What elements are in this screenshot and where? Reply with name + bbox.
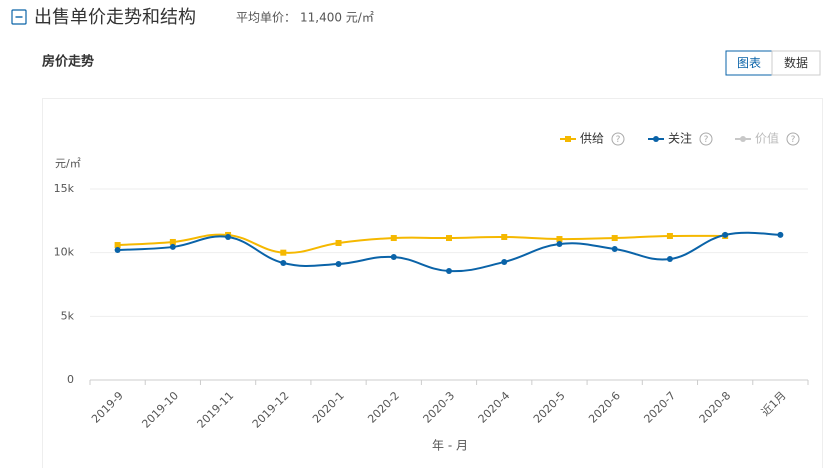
point bbox=[446, 268, 452, 275]
data-button-label[interactable]: 数据 bbox=[784, 55, 808, 70]
x-axis-label: 年 - 月 bbox=[432, 439, 468, 453]
point bbox=[722, 231, 729, 238]
x-tick-label: 2020-1 bbox=[310, 389, 347, 426]
point bbox=[169, 243, 176, 250]
chart-button[interactable] bbox=[725, 50, 773, 76]
point bbox=[666, 232, 673, 239]
point bbox=[611, 245, 618, 252]
point bbox=[114, 246, 121, 253]
legend-label[interactable]: 价值 bbox=[755, 131, 779, 146]
x-tick-label: 2020-3 bbox=[420, 389, 457, 426]
point bbox=[611, 235, 618, 242]
data-button[interactable] bbox=[771, 50, 821, 76]
point bbox=[556, 241, 563, 248]
chart-button-label[interactable]: 图表 bbox=[737, 56, 761, 70]
x-tick-label: 2020-4 bbox=[476, 389, 513, 426]
point bbox=[114, 242, 121, 249]
point bbox=[390, 235, 397, 242]
legend-label[interactable]: 供给 bbox=[580, 132, 604, 146]
point bbox=[501, 258, 508, 265]
help-icon[interactable] bbox=[611, 132, 625, 146]
help-icon-glyph: ? bbox=[791, 135, 796, 145]
point bbox=[666, 256, 673, 263]
legend-label[interactable]: 关注 bbox=[668, 131, 692, 146]
x-tick-label: 2020-6 bbox=[586, 389, 623, 426]
legend-marker[interactable] bbox=[653, 136, 659, 142]
point bbox=[777, 231, 784, 238]
point bbox=[556, 236, 563, 243]
x-tick-label: 2020-5 bbox=[531, 389, 568, 426]
point bbox=[225, 234, 232, 241]
y-tick-label: 10k bbox=[54, 246, 75, 259]
collapse-icon[interactable] bbox=[11, 9, 27, 25]
avg-value: 11,400 元/㎡ bbox=[300, 11, 374, 25]
point bbox=[280, 259, 287, 266]
x-tick-label: 2020-2 bbox=[365, 389, 402, 426]
x-tick-label: 近1月 bbox=[759, 389, 789, 419]
point bbox=[390, 253, 397, 260]
point bbox=[335, 260, 342, 267]
section-title: 房价走势 bbox=[42, 54, 94, 70]
help-icon-glyph: ? bbox=[616, 135, 621, 145]
y-tick-label: 5k bbox=[61, 309, 75, 322]
y-tick-label: 0 bbox=[67, 373, 74, 386]
x-tick-label: 2019-11 bbox=[195, 389, 237, 431]
point bbox=[501, 234, 508, 241]
y-tick-label: 15k bbox=[54, 182, 75, 195]
x-tick-label: 2020-8 bbox=[697, 389, 734, 426]
x-tick-label: 2019-9 bbox=[89, 389, 126, 426]
x-tick-label: 2019-12 bbox=[250, 389, 292, 431]
legend-marker[interactable] bbox=[740, 136, 746, 142]
point bbox=[335, 239, 342, 246]
chart-panel bbox=[42, 98, 823, 472]
legend-marker[interactable] bbox=[565, 136, 571, 142]
x-tick-label: 2019-10 bbox=[139, 389, 181, 431]
y-unit: 元/㎡ bbox=[55, 157, 81, 170]
point bbox=[446, 235, 452, 242]
x-tick-label: 2020-7 bbox=[641, 389, 678, 426]
help-icon[interactable] bbox=[699, 132, 713, 146]
point bbox=[169, 238, 176, 245]
page-title: 出售单价走势和结构 bbox=[34, 7, 196, 28]
point bbox=[280, 249, 287, 256]
help-icon-glyph: ? bbox=[704, 135, 709, 145]
avg-label: 平均单价： bbox=[236, 11, 296, 25]
help-icon[interactable] bbox=[786, 132, 800, 146]
series-line bbox=[117, 233, 726, 254]
